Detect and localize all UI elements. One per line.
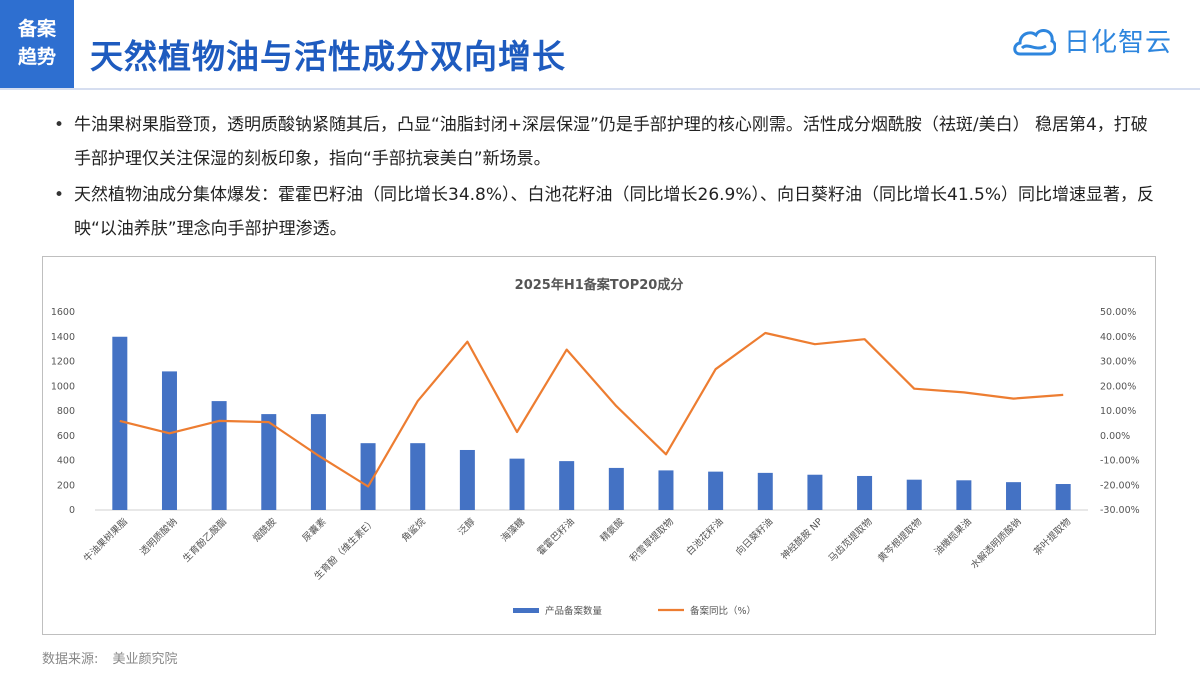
page-title: 天然植物油与活性成分双向增长	[90, 37, 566, 76]
bar	[261, 414, 277, 510]
bar	[1006, 482, 1022, 510]
y-left-tick-label: 600	[57, 431, 75, 442]
bar	[310, 414, 326, 510]
bar	[658, 470, 674, 510]
y-right-tick-label: 30.00%	[1100, 357, 1136, 368]
y-right-tick-label: 50.00%	[1100, 307, 1136, 318]
category-label: 烟酰胺	[250, 515, 279, 544]
y-right-tick-label: -10.00%	[1100, 456, 1140, 467]
bar	[956, 480, 972, 510]
y-left-tick-label: 0	[69, 505, 75, 516]
bar	[608, 467, 624, 510]
y-left-tick-label: 1200	[51, 357, 75, 368]
section-tag-line1: 备案	[17, 18, 56, 41]
category-label: 神经酰胺 NP	[778, 515, 825, 562]
bar	[807, 474, 823, 510]
y-right-tick-label: 0.00%	[1100, 431, 1130, 442]
yoy-series-line	[119, 331, 1064, 488]
y-left-tick-label: 200	[57, 480, 75, 491]
y-right-tick-label: 20.00%	[1100, 381, 1136, 392]
category-label: 积雪草提取物	[627, 515, 676, 564]
bar	[906, 479, 922, 510]
category-label: 油橄榄果油	[932, 516, 974, 558]
brand-logo: 日化智云	[1012, 22, 1172, 59]
y-left-tick-label: 1000	[51, 381, 75, 392]
y-left-tick-label: 800	[57, 406, 75, 417]
bar	[112, 336, 128, 510]
source-label: 数据来源:	[42, 652, 99, 667]
y-left-tick-label: 1400	[51, 332, 75, 343]
bar	[211, 401, 227, 510]
category-label: 茶叶提取物	[1031, 515, 1073, 557]
category-label: 精氨酸	[598, 515, 627, 544]
category-label: 白池花籽油	[684, 516, 726, 558]
bar	[161, 371, 177, 510]
category-label: 尿囊素	[300, 515, 329, 544]
y-left-tick-label: 400	[57, 456, 75, 467]
legend-bar-label: 产品备案数量	[545, 605, 603, 617]
category-label: 马齿苋提取物	[826, 515, 875, 564]
category-label: 向日葵籽油	[733, 516, 775, 558]
insight-item: 天然植物油成分集体爆发：霍霍巴籽油（同比增长34.8%）、白池花籽油（同比增长2…	[50, 178, 1160, 246]
section-tag-line2: 趋势	[17, 46, 56, 68]
title-divider	[0, 88, 1200, 90]
category-label: 透明质酸钠	[138, 516, 180, 558]
category-label: 角鲨烷	[399, 515, 428, 544]
chart-container: 2025年H1备案TOP20成分 0 200 400 600 800 1000 1200 140…	[42, 256, 1156, 635]
bar	[1055, 484, 1071, 510]
bar	[410, 443, 426, 510]
legend-bar-swatch	[513, 608, 539, 613]
combo-chart: 2025年H1备案TOP20成分 0 200 400 600 800 1000 1200 140…	[51, 277, 1140, 617]
category-label: 牛油果树果脂	[81, 515, 130, 564]
bar	[857, 475, 873, 510]
bar	[757, 472, 773, 510]
category-label: 黄芩根提取物	[876, 515, 925, 564]
bar	[559, 461, 575, 510]
y-right-tick-label: -30.00%	[1100, 505, 1140, 516]
data-source: 数据来源: 美业颜究院	[42, 648, 188, 667]
source-value: 美业颜究院	[112, 652, 178, 667]
chart-title: 2025年H1备案TOP20成分	[515, 277, 684, 293]
y-right-tick-label: 40.00%	[1100, 332, 1136, 343]
insight-list: 牛油果树果脂登顶，透明质酸钠紧随其后，凸显“油脂封闭+深层保湿”仍是手部护理的核…	[50, 108, 1160, 248]
category-label: 水解透明质酸钠	[968, 516, 1024, 572]
bar	[360, 443, 376, 510]
y-right-tick-label: -20.00%	[1100, 480, 1140, 491]
legend-line-label: 备案同比（%）	[690, 605, 756, 617]
y-right-tick-label: 10.00%	[1100, 406, 1136, 417]
bar	[509, 458, 525, 510]
bar	[708, 471, 724, 510]
category-label: 霍霍巴籽油	[535, 516, 577, 558]
insight-item: 牛油果树果脂登顶，透明质酸钠紧随其后，凸显“油脂封闭+深层保湿”仍是手部护理的核…	[50, 108, 1160, 176]
section-tag: 备案 趋势	[0, 0, 74, 88]
bar	[459, 449, 475, 510]
category-label: 海藻糖	[498, 515, 527, 544]
category-label: 生育酚乙酸酯	[180, 515, 229, 564]
y-left-tick-label: 1600	[51, 307, 75, 318]
logo-text: 日化智云	[1063, 28, 1172, 58]
cloud-logo-icon	[1013, 28, 1056, 55]
category-label: 泛醇	[456, 515, 478, 537]
